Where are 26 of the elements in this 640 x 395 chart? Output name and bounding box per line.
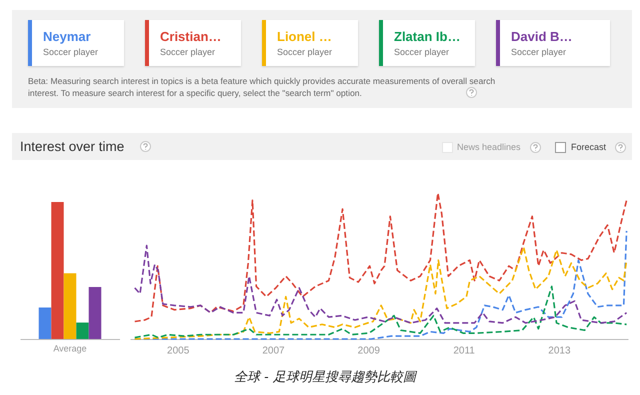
bar [51, 202, 64, 339]
text: Lionel … [277, 29, 332, 44]
bar [38, 307, 52, 339]
text: 全球 - 足球明星搜尋趨勢比較圖 [233, 369, 418, 386]
text: Soccer player [394, 47, 450, 57]
text: Soccer player [160, 47, 216, 57]
bar [88, 286, 102, 339]
text: Soccer player [511, 47, 566, 57]
text: Forecast [571, 142, 606, 152]
text: News headlines [457, 142, 521, 152]
x-tick-label: 2009 [358, 346, 380, 356]
text: David B… [511, 29, 572, 44]
text: Zlatan Ib… [394, 29, 460, 44]
bar [76, 322, 89, 339]
text: Soccer player [43, 47, 98, 57]
text: Neymar [43, 29, 91, 44]
text: Beta: Measuring search interest in topics is a beta feature which quickly provides accurate measurements of overall search interest. To measure search interest for a specific query, select the "search term" option. [28, 75, 496, 99]
text: Soccer player [277, 47, 332, 57]
x-tick-label: 2005 [167, 346, 190, 356]
x-tick-label: 2007 [262, 346, 286, 356]
x-tick-label: 2013 [548, 346, 571, 356]
x-tick-label: Average [53, 344, 87, 354]
x-tick-label: 2011 [453, 346, 476, 356]
chart-title: Interest over time [20, 139, 124, 154]
bar [64, 273, 76, 339]
text: Cristian… [160, 29, 222, 44]
